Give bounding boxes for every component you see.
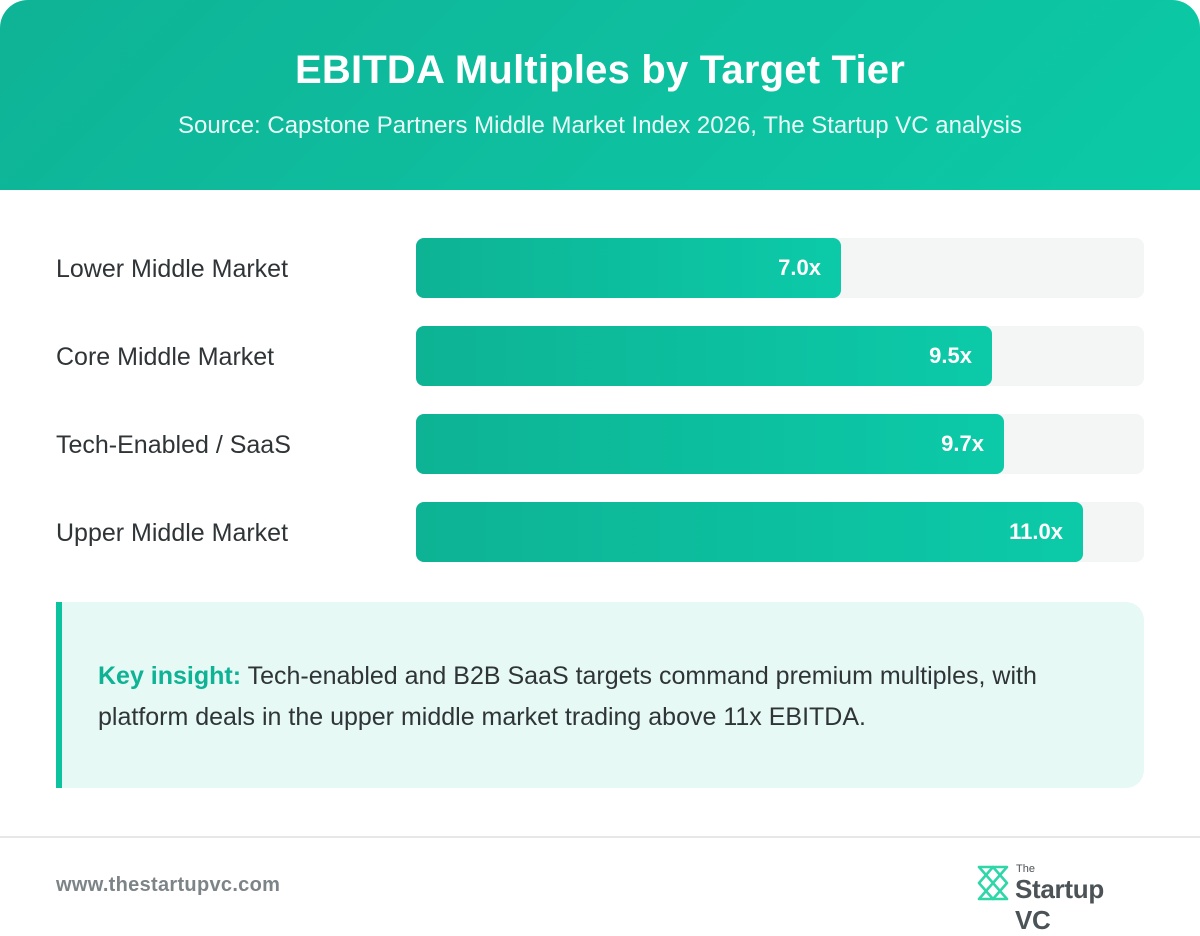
insight-text: Key insight: Tech-enabled and B2B SaaS t…	[98, 656, 1094, 738]
bar-value-label: 9.5x	[929, 343, 972, 368]
logo-the-text: The	[1016, 863, 1035, 875]
bar-chart: Lower Middle Market 7.0x Core Middle Marke…	[0, 190, 1200, 590]
bar-value-label: 7.0x	[778, 255, 821, 280]
bar-track: 11.0x	[416, 502, 1144, 562]
insight-label: Key insight:	[98, 662, 242, 690]
key-insight-box: Key insight: Tech-enabled and B2B SaaS t…	[56, 602, 1144, 788]
chart-title: EBITDA Multiples by Target Tier	[295, 48, 905, 92]
bar-value-label: 11.0x	[1009, 519, 1063, 544]
bar-row: Lower Middle Market 7.0x	[56, 238, 1144, 298]
bar-value-label: 9.7x	[941, 431, 984, 456]
footer-website-link[interactable]: www.thestartupvc.com	[56, 874, 281, 896]
bar: 9.5x	[416, 326, 992, 386]
category-label: Core Middle Market	[56, 343, 275, 371]
startup-vc-mark-icon	[977, 865, 1009, 901]
header-banner: EBITDA Multiples by Target Tier Source: …	[0, 0, 1200, 190]
category-label: Tech-Enabled / SaaS	[56, 431, 291, 459]
bar: 11.0x	[416, 502, 1083, 562]
bar: 7.0x	[416, 238, 841, 298]
bar-row: Upper Middle Market 11.0x	[56, 502, 1144, 562]
startup-vc-logo: The Startup VC	[976, 862, 1146, 935]
bar-track: 9.7x	[416, 414, 1144, 474]
bar-row: Core Middle Market 9.5x	[56, 326, 1144, 386]
chart-source: Source: Capstone Partners Middle Market …	[178, 112, 1022, 139]
logo-name-text: Startup VC	[1015, 874, 1104, 935]
bar-row: Tech-Enabled / SaaS 9.7x	[56, 414, 1144, 474]
bar-track: 7.0x	[416, 238, 1144, 298]
bar: 9.7x	[416, 414, 1004, 474]
footer-divider	[0, 836, 1200, 838]
insight-body: Tech-enabled and B2B SaaS targets comman…	[98, 662, 1037, 731]
category-label: Upper Middle Market	[56, 519, 289, 547]
bar-track: 9.5x	[416, 326, 1144, 386]
category-label: Lower Middle Market	[56, 255, 289, 283]
